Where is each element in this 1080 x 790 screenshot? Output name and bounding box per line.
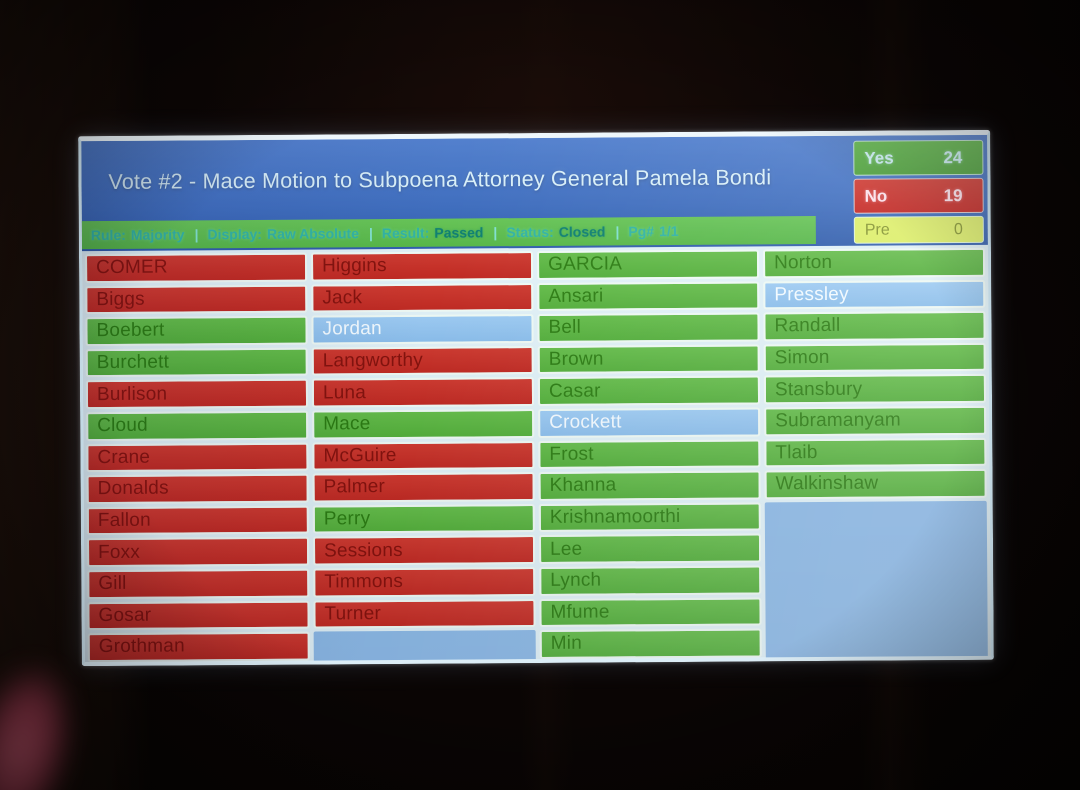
room-vignette bbox=[0, 0, 1080, 790]
